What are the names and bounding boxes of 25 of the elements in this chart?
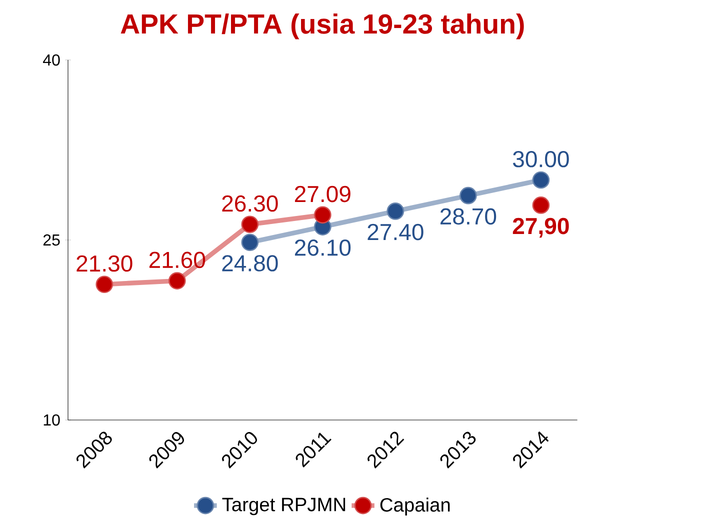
point: [386, 202, 404, 220]
data-label: 26.30: [222, 196, 278, 212]
y-tick-label: 40: [43, 54, 60, 66]
data-label: 21.30: [76, 256, 132, 272]
point: [314, 206, 332, 224]
legend-label: Capaian: [380, 498, 450, 516]
data-label: 28.70: [440, 208, 496, 225]
y-tick-label: 25: [43, 234, 60, 246]
point: [460, 187, 477, 204]
point: [96, 276, 114, 294]
data-label: 26.10: [294, 240, 351, 256]
point: [168, 272, 186, 290]
data-label: 27.40: [368, 224, 424, 240]
data-label: 24.80: [222, 255, 278, 272]
point: [241, 234, 259, 252]
data-label: 21.60: [149, 252, 206, 268]
point: [241, 216, 259, 234]
legend-label: Target RPJMN: [222, 498, 346, 516]
data-label: 27,90: [512, 218, 569, 238]
chart-title: APK PT/PTA (usia 19-23 tahun): [120, 14, 524, 40]
data-label: 27.09: [294, 186, 350, 202]
point: [532, 196, 550, 214]
point: [532, 171, 550, 189]
y-tick-label: 10: [44, 414, 60, 426]
data-label: 30.00: [512, 151, 569, 168]
